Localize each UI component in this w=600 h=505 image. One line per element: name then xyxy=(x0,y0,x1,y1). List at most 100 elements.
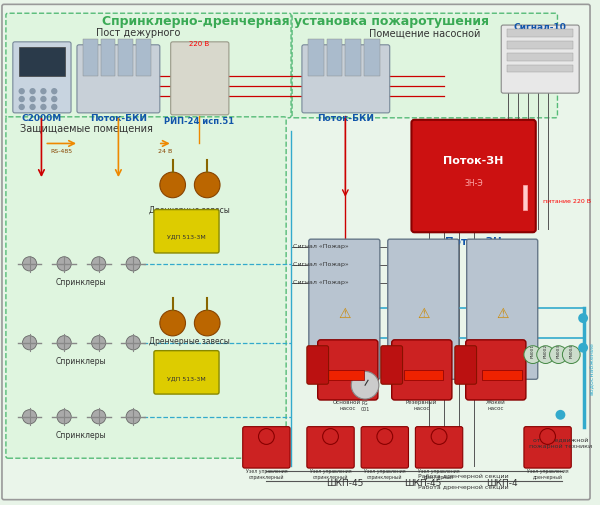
Bar xyxy=(507,30,573,38)
FancyBboxPatch shape xyxy=(381,346,403,384)
Text: ⚠: ⚠ xyxy=(417,307,430,321)
Text: PG
001: PG 001 xyxy=(361,400,370,411)
Text: Спринклерно-дренчерная установка пожаротушения: Спринклерно-дренчерная установка пожарот… xyxy=(103,15,490,28)
Circle shape xyxy=(30,105,35,110)
Text: Узел управления
спринклерный: Узел управления спринклерный xyxy=(364,468,406,479)
Circle shape xyxy=(92,410,106,424)
FancyBboxPatch shape xyxy=(6,118,286,459)
Bar xyxy=(346,40,361,77)
Text: Сигнал «Пожар»: Сигнал «Пожар» xyxy=(293,243,349,248)
Bar xyxy=(325,371,364,380)
Circle shape xyxy=(550,346,568,364)
Text: Сигнал «Пожар»: Сигнал «Пожар» xyxy=(293,262,349,266)
FancyBboxPatch shape xyxy=(392,340,452,400)
FancyBboxPatch shape xyxy=(307,427,354,468)
Text: Сигнал «Пожар»: Сигнал «Пожар» xyxy=(293,279,349,284)
Bar xyxy=(364,40,380,77)
Circle shape xyxy=(41,97,46,103)
Text: водоснабжение: водоснабжение xyxy=(590,341,595,394)
Bar xyxy=(19,47,65,77)
FancyBboxPatch shape xyxy=(467,240,538,380)
Text: от передвижной
пожарной техники: от передвижной пожарной техники xyxy=(529,437,592,448)
Circle shape xyxy=(52,97,57,103)
Text: Дренчерные завесы: Дренчерные завесы xyxy=(149,336,230,345)
Text: Узел управления
дренчерный: Узел управления дренчерный xyxy=(527,468,568,479)
Circle shape xyxy=(537,346,554,364)
FancyBboxPatch shape xyxy=(309,240,380,380)
FancyBboxPatch shape xyxy=(501,26,579,94)
Text: Узел управления
дренчерный: Узел управления дренчерный xyxy=(418,468,460,479)
Text: ЗН-Э: ЗН-Э xyxy=(464,179,483,188)
Circle shape xyxy=(92,336,106,350)
FancyBboxPatch shape xyxy=(6,14,291,119)
Circle shape xyxy=(41,89,46,94)
Circle shape xyxy=(556,410,565,420)
Text: RS-485: RS-485 xyxy=(50,149,72,154)
Text: ⚠: ⚠ xyxy=(496,307,508,321)
Text: Спринклеры: Спринклеры xyxy=(56,356,106,365)
Text: Защищаемые помещения: Защищаемые помещения xyxy=(20,124,152,133)
Text: 220 В: 220 В xyxy=(189,41,209,47)
Circle shape xyxy=(377,429,392,444)
Circle shape xyxy=(126,410,140,424)
Bar xyxy=(83,40,98,77)
FancyBboxPatch shape xyxy=(524,427,571,468)
FancyBboxPatch shape xyxy=(318,340,378,400)
FancyBboxPatch shape xyxy=(243,427,290,468)
Circle shape xyxy=(19,105,24,110)
Circle shape xyxy=(41,105,46,110)
FancyBboxPatch shape xyxy=(388,240,459,380)
Text: Резервный
насос: Резервный насос xyxy=(406,399,437,410)
Circle shape xyxy=(22,410,37,424)
Text: Поток-БКИ: Поток-БКИ xyxy=(317,114,374,123)
FancyBboxPatch shape xyxy=(154,351,219,394)
Circle shape xyxy=(351,372,379,399)
Bar xyxy=(523,185,527,210)
Text: 24 В: 24 В xyxy=(158,149,172,154)
FancyBboxPatch shape xyxy=(466,340,526,400)
Circle shape xyxy=(194,311,220,336)
Circle shape xyxy=(22,336,37,350)
Bar xyxy=(308,40,323,77)
Circle shape xyxy=(431,429,447,444)
Text: ⚠: ⚠ xyxy=(338,307,350,321)
Circle shape xyxy=(30,97,35,103)
Circle shape xyxy=(160,173,185,198)
Text: питание 220 В: питание 220 В xyxy=(542,198,590,204)
FancyBboxPatch shape xyxy=(302,46,390,114)
Circle shape xyxy=(126,257,140,271)
Circle shape xyxy=(92,257,106,271)
FancyBboxPatch shape xyxy=(455,346,476,384)
Bar xyxy=(101,40,115,77)
Text: 380 В: 380 В xyxy=(494,377,510,382)
Circle shape xyxy=(578,343,588,353)
Circle shape xyxy=(57,410,71,424)
Bar xyxy=(118,40,133,77)
FancyBboxPatch shape xyxy=(154,210,219,254)
Bar xyxy=(136,40,151,77)
Circle shape xyxy=(19,89,24,94)
FancyBboxPatch shape xyxy=(77,46,160,114)
Text: ШКП-4: ШКП-4 xyxy=(487,478,518,487)
FancyBboxPatch shape xyxy=(412,121,536,233)
Text: Сигнал-10: Сигнал-10 xyxy=(513,23,566,32)
Text: РN001: РN001 xyxy=(531,343,535,357)
Text: РN003: РN003 xyxy=(556,343,560,357)
Text: Пост дежурного: Пост дежурного xyxy=(96,28,181,38)
Bar xyxy=(482,371,522,380)
Bar xyxy=(507,42,573,49)
Text: Поток-ЗН: Поток-ЗН xyxy=(443,156,504,166)
Bar xyxy=(404,371,443,380)
FancyBboxPatch shape xyxy=(13,43,71,114)
Circle shape xyxy=(578,314,588,323)
FancyBboxPatch shape xyxy=(292,14,557,119)
FancyBboxPatch shape xyxy=(415,427,463,468)
Circle shape xyxy=(524,346,542,364)
Text: Жокей
насос: Жокей насос xyxy=(485,399,505,410)
Text: РN004: РN004 xyxy=(569,343,573,357)
Circle shape xyxy=(22,257,37,271)
FancyBboxPatch shape xyxy=(2,6,590,499)
Text: Узел управления
спринклерный: Узел управления спринклерный xyxy=(245,468,287,479)
Circle shape xyxy=(19,97,24,103)
Circle shape xyxy=(194,173,220,198)
